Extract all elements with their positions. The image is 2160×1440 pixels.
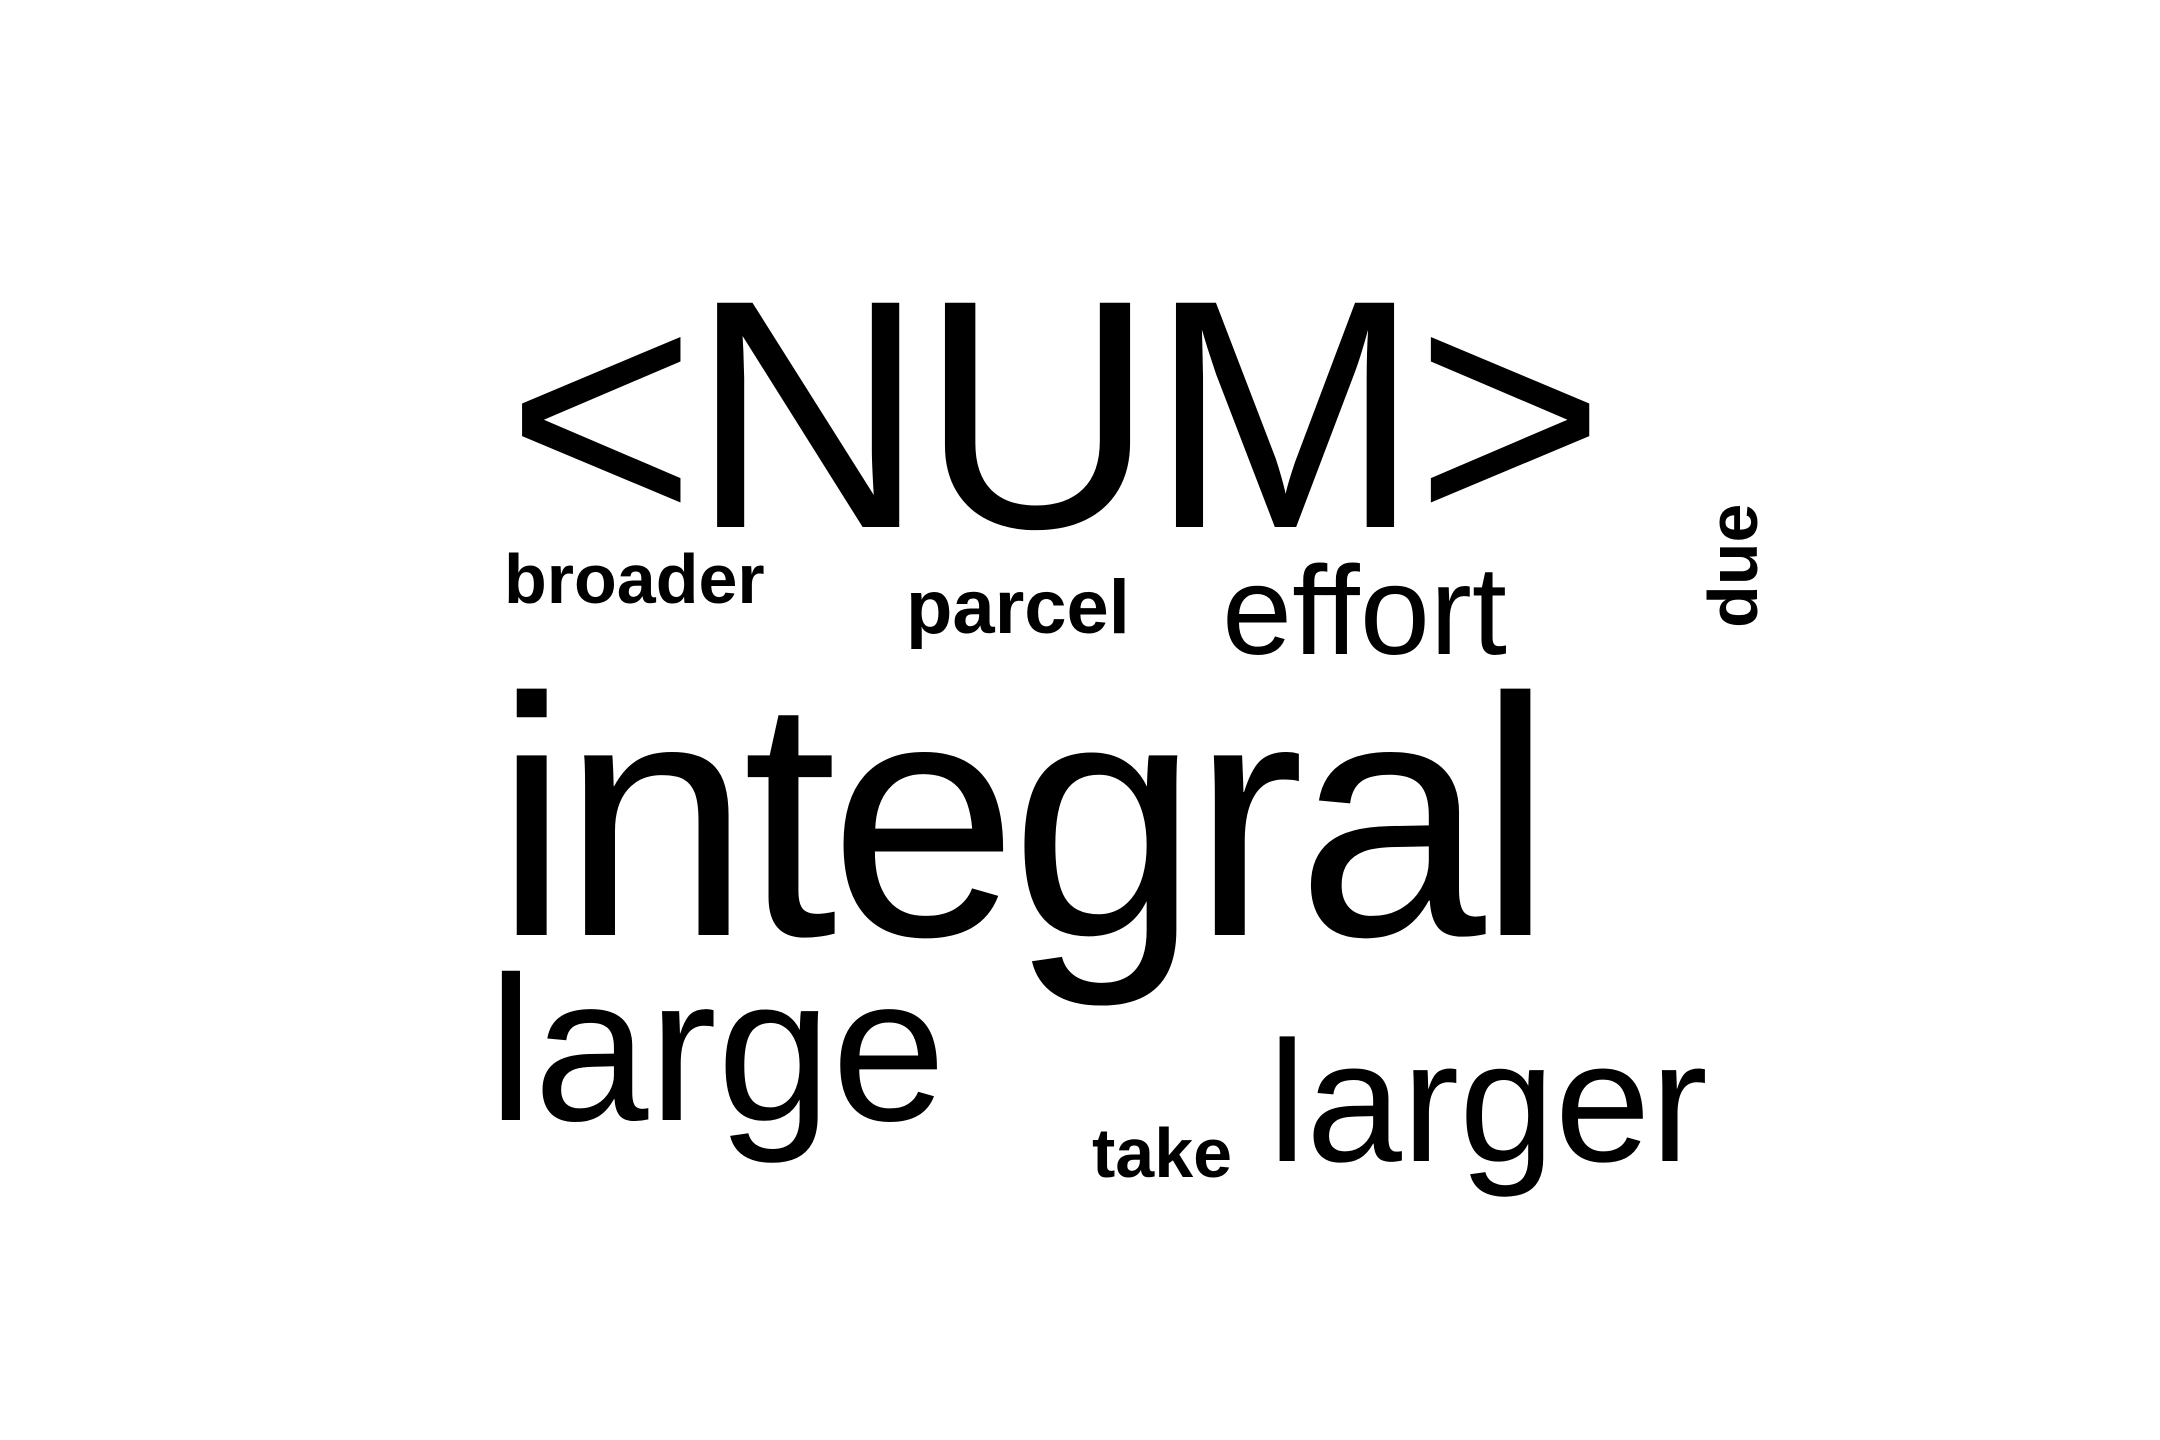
word-take: take [1092, 1114, 1233, 1192]
word-parcel: parcel [906, 565, 1130, 650]
word-large: large [488, 934, 947, 1164]
word-larger: larger [1268, 1006, 1708, 1198]
word-broader: broader [504, 540, 765, 618]
word-due: due [1694, 503, 1772, 628]
word-num: <NUM> [506, 233, 1605, 597]
word-integral: integral [494, 628, 1553, 1008]
word-effort: effort [1222, 540, 1507, 681]
